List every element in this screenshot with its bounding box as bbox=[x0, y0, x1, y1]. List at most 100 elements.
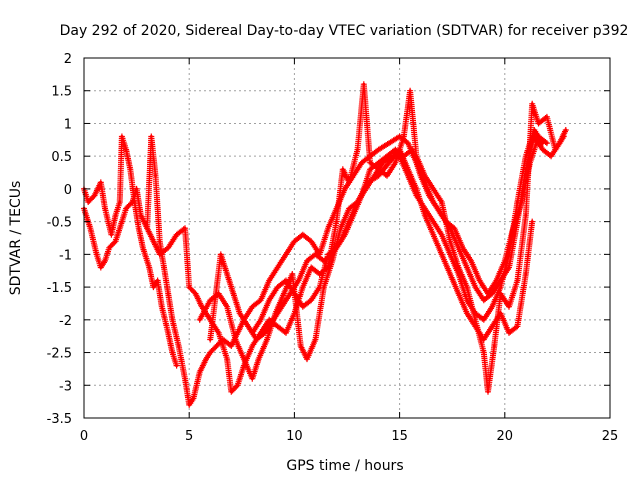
data-point bbox=[492, 344, 496, 348]
data-point bbox=[545, 141, 549, 145]
data-point bbox=[282, 292, 286, 296]
data-point bbox=[284, 252, 288, 256]
data-point bbox=[99, 180, 103, 184]
data-point bbox=[217, 331, 221, 335]
data-point bbox=[166, 246, 170, 250]
data-point bbox=[95, 252, 99, 256]
data-point bbox=[194, 292, 197, 296]
y-tick-label: 0 bbox=[64, 183, 72, 198]
data-point bbox=[309, 266, 313, 269]
data-point bbox=[322, 285, 326, 289]
chart-title: Day 292 of 2020, Sidereal Day-to-day VTE… bbox=[60, 23, 629, 39]
data-point bbox=[276, 285, 280, 289]
data-point bbox=[490, 292, 494, 296]
data-point bbox=[292, 239, 296, 243]
data-point bbox=[156, 279, 160, 282]
data-point bbox=[299, 344, 303, 348]
y-tick-label: -2.5 bbox=[47, 347, 72, 362]
data-point bbox=[280, 305, 284, 309]
data-point bbox=[486, 390, 490, 394]
data-point bbox=[162, 266, 166, 269]
data-point bbox=[473, 324, 477, 328]
data-point bbox=[465, 266, 469, 269]
plot-frame bbox=[83, 57, 611, 419]
data-point bbox=[219, 252, 223, 256]
data-point bbox=[532, 128, 536, 132]
data-point bbox=[564, 128, 568, 132]
y-tick-label: -0.5 bbox=[47, 216, 72, 231]
data-point bbox=[377, 174, 381, 178]
data-point bbox=[537, 122, 540, 125]
x-tick-label: 10 bbox=[286, 429, 303, 444]
data-point bbox=[120, 135, 124, 138]
data-point bbox=[423, 207, 427, 210]
data-point bbox=[482, 351, 486, 354]
data-point bbox=[457, 292, 460, 296]
data-point bbox=[482, 298, 486, 302]
data-point bbox=[408, 89, 412, 93]
series-track-a bbox=[81, 133, 180, 369]
data-point bbox=[482, 318, 486, 322]
data-point bbox=[436, 207, 439, 210]
data-point bbox=[183, 226, 187, 230]
data-point bbox=[242, 357, 246, 361]
data-point bbox=[259, 318, 263, 322]
data-point bbox=[530, 220, 534, 224]
data-point bbox=[313, 338, 317, 341]
data-point bbox=[393, 161, 397, 165]
y-tick-label: -3.5 bbox=[47, 412, 72, 427]
data-point bbox=[490, 305, 494, 309]
data-point bbox=[448, 272, 452, 276]
data-point bbox=[271, 318, 275, 322]
data-point bbox=[457, 246, 460, 250]
grid-lines bbox=[84, 58, 610, 418]
data-point bbox=[231, 292, 235, 296]
data-point bbox=[124, 207, 128, 210]
series-markers bbox=[144, 81, 567, 395]
data-point bbox=[431, 187, 435, 191]
data-point bbox=[440, 233, 444, 237]
data-point bbox=[494, 279, 498, 282]
data-point bbox=[170, 318, 174, 322]
data-point bbox=[448, 239, 452, 243]
x-tick-label: 20 bbox=[497, 429, 514, 444]
data-point bbox=[406, 174, 410, 178]
data-point bbox=[347, 207, 351, 210]
data-point bbox=[234, 338, 237, 341]
data-point bbox=[141, 246, 145, 250]
data-point bbox=[305, 357, 309, 361]
data-point bbox=[406, 141, 410, 145]
data-point bbox=[549, 154, 553, 158]
data-point bbox=[198, 318, 202, 322]
data-point bbox=[507, 331, 511, 335]
data-point bbox=[103, 259, 107, 263]
data-point bbox=[139, 213, 143, 217]
data-point bbox=[431, 220, 435, 224]
data-point bbox=[360, 194, 364, 197]
data-point bbox=[284, 331, 288, 335]
data-point bbox=[160, 305, 164, 309]
data-point bbox=[250, 305, 254, 309]
data-point bbox=[229, 390, 233, 394]
data-point bbox=[149, 135, 153, 138]
data-point bbox=[343, 187, 347, 191]
data-point bbox=[410, 148, 414, 152]
data-point bbox=[431, 233, 435, 237]
data-point bbox=[208, 351, 212, 354]
data-point bbox=[263, 331, 267, 335]
data-point bbox=[236, 383, 240, 387]
data-point bbox=[398, 135, 402, 138]
data-point bbox=[385, 154, 389, 158]
data-point bbox=[225, 305, 229, 309]
data-point bbox=[187, 403, 191, 407]
y-tick-label: -1 bbox=[59, 248, 72, 263]
data-point bbox=[120, 220, 124, 224]
data-point bbox=[545, 115, 549, 119]
x-tick-label: 25 bbox=[602, 429, 619, 444]
data-point bbox=[250, 344, 254, 348]
data-point bbox=[473, 318, 477, 322]
data-point bbox=[225, 272, 229, 276]
data-point bbox=[473, 285, 477, 289]
data-point bbox=[238, 311, 242, 315]
data-point bbox=[347, 180, 351, 184]
